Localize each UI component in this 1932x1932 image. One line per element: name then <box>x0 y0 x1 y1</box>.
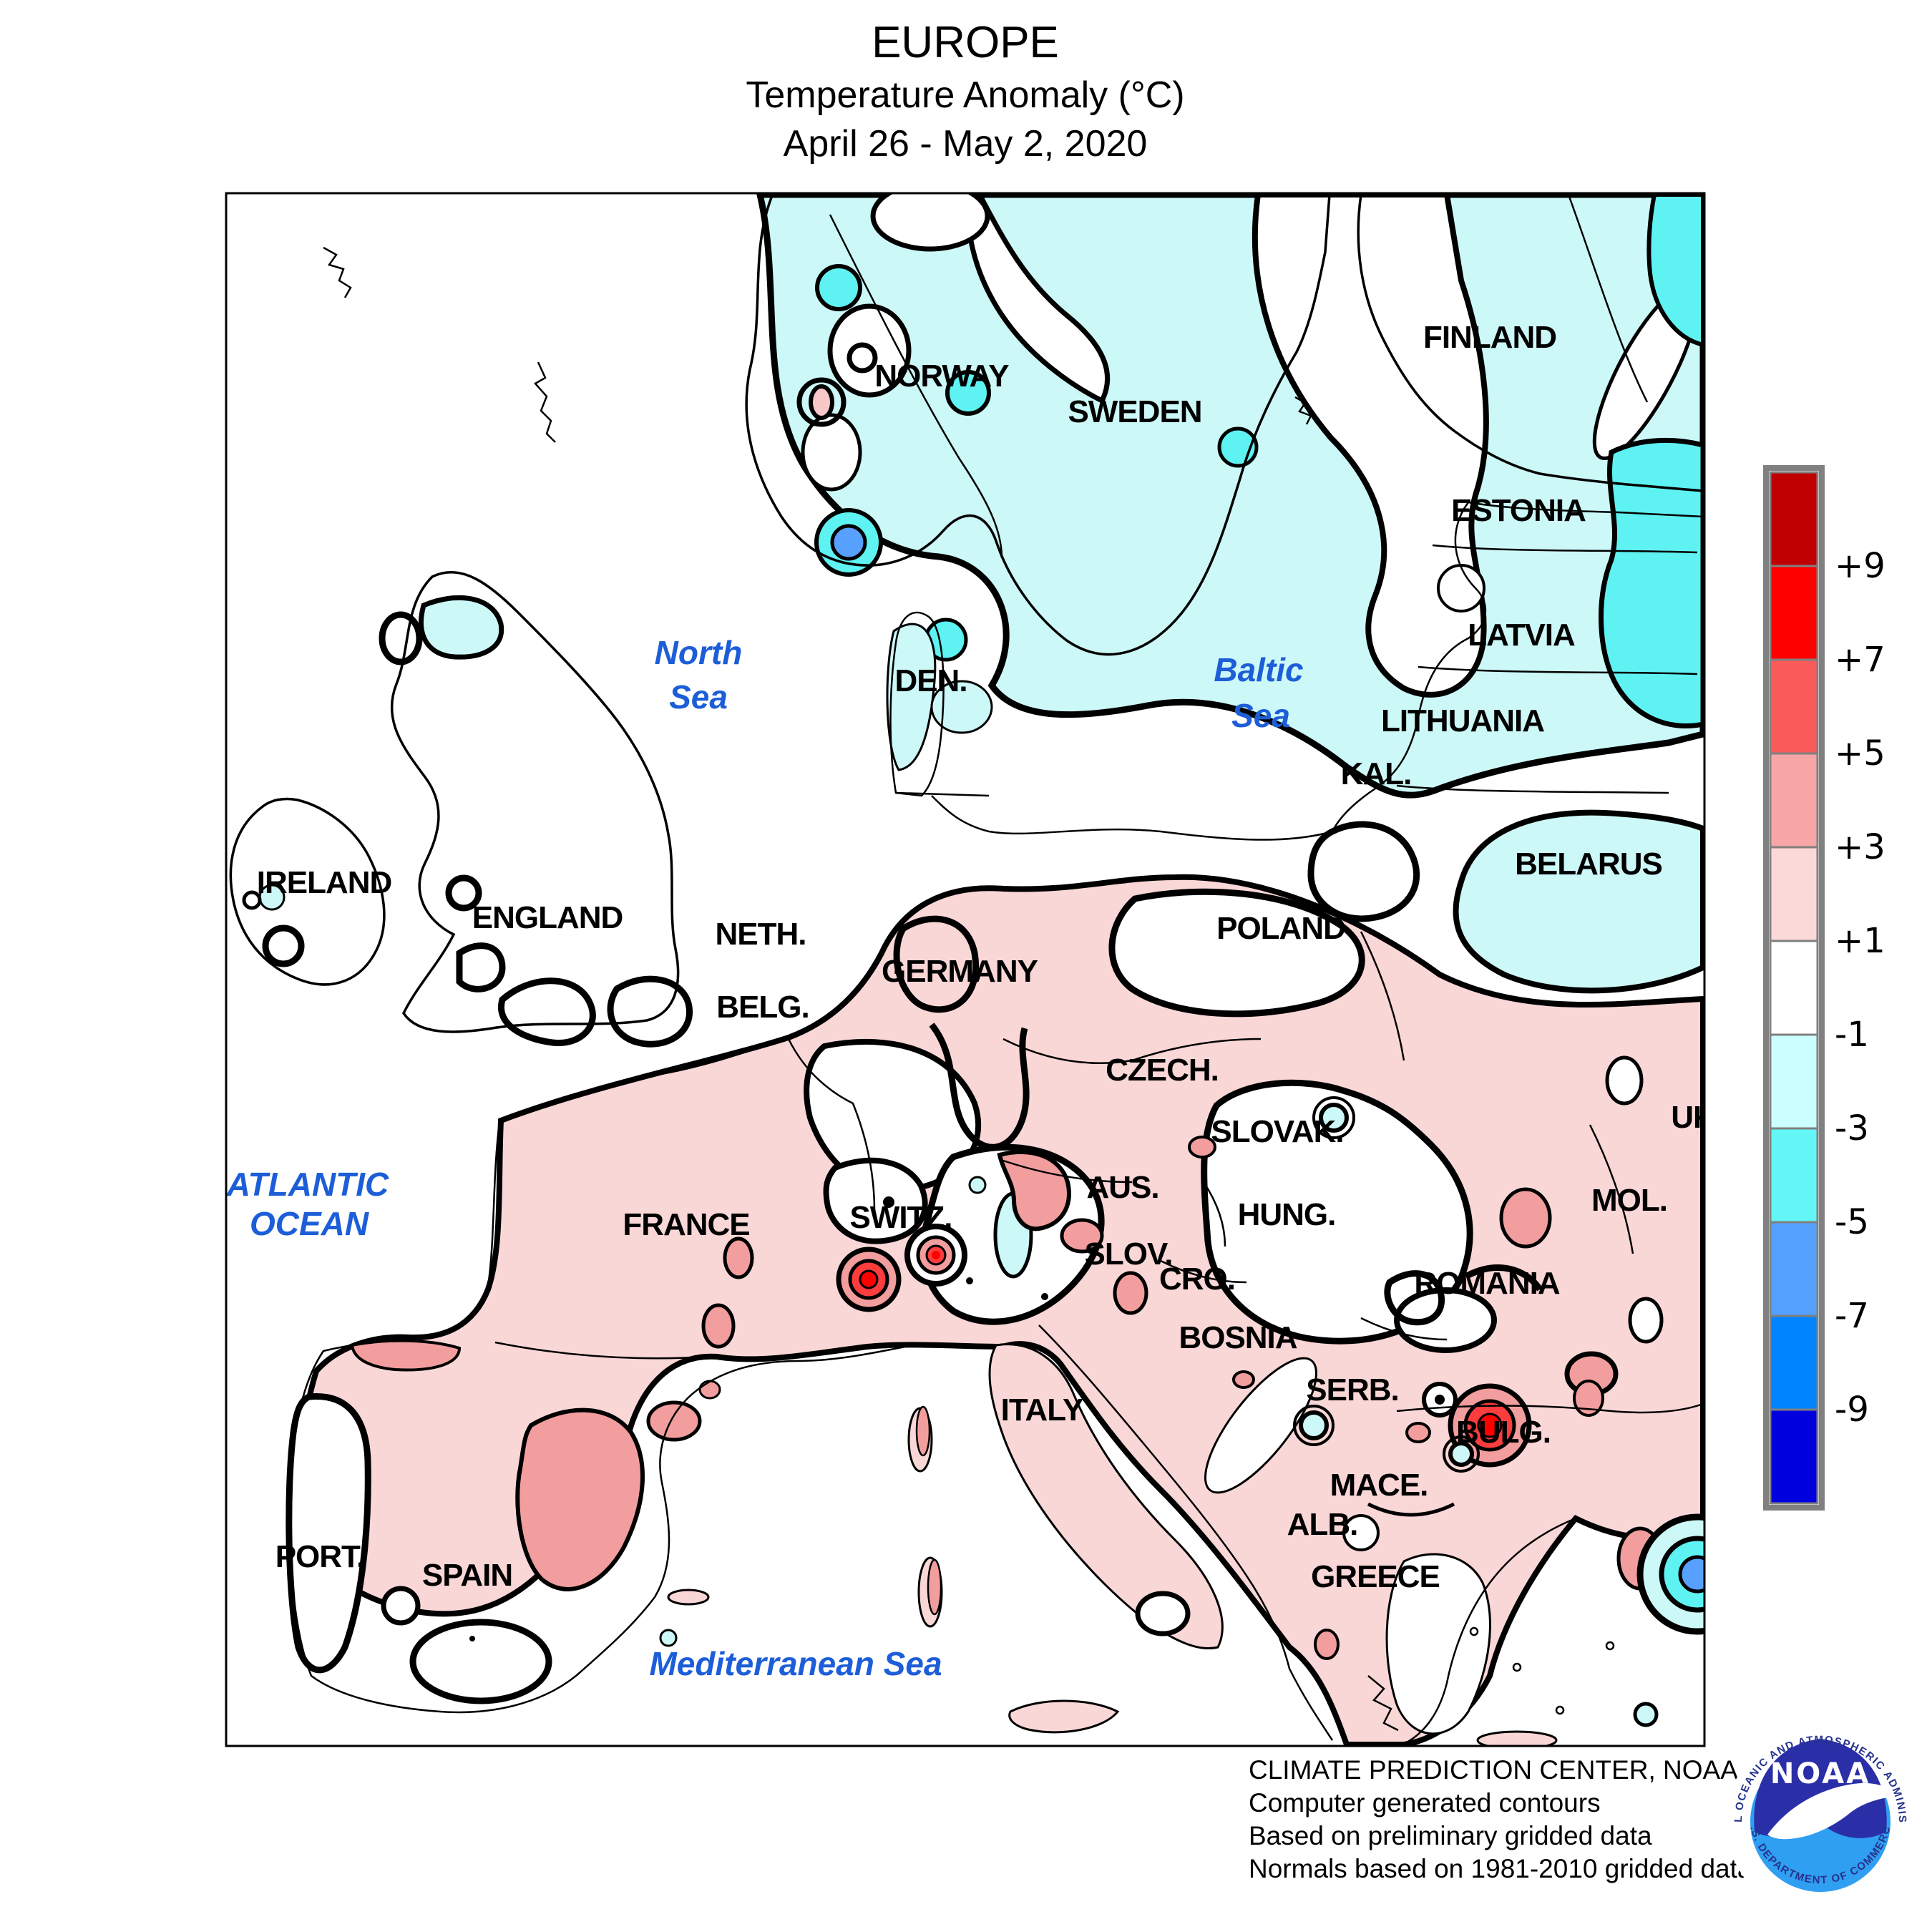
credit-line-2: Computer generated contours <box>1249 1788 1601 1818</box>
country-label-mol: MOL. <box>1591 1183 1667 1218</box>
map-date-range: April 26 - May 2, 2020 <box>784 123 1148 165</box>
legend-box-7 <box>1769 1127 1819 1224</box>
country-label-uk: UK <box>1671 1100 1716 1135</box>
country-label-england: ENGLAND <box>472 900 623 935</box>
seagull-wing-icon <box>1829 1792 1853 1810</box>
credits-block: CLIMATE PREDICTION CENTER, NOAAComputer … <box>1249 1755 1752 1883</box>
country-label-aus: AUS. <box>1086 1170 1158 1205</box>
country-label-romania: ROMANIA <box>1414 1266 1559 1301</box>
coastlines <box>229 194 1704 1745</box>
country-label-den: DEN. <box>894 663 967 698</box>
legend-box-0 <box>1769 471 1819 567</box>
country-label-kal: KAL. <box>1341 756 1412 791</box>
country-label-spain: SPAIN <box>422 1558 512 1593</box>
legend-box-3 <box>1769 752 1819 849</box>
map-canvas: NORWAY SWEDEN FINLAND ESTONIA LATVIA LITHUANI… <box>226 193 1716 1746</box>
country-label-germany: GERMANY <box>882 954 1038 989</box>
credit-line-3: Based on preliminary gridded data <box>1249 1821 1652 1850</box>
country-labels-layer: NORWAY SWEDEN FINLAND ESTONIA LATVIA LITHUANI… <box>257 320 1716 1594</box>
legend-box-4 <box>1769 846 1819 942</box>
country-label-sweden: SWEDEN <box>1068 394 1201 429</box>
credit-line-1: CLIMATE PREDICTION CENTER, NOAA <box>1249 1755 1738 1785</box>
country-label-cro: CRO. <box>1159 1262 1235 1297</box>
sea-label-mediterraneansea: Mediterranean Sea <box>649 1645 942 1682</box>
legend-box-10 <box>1769 1408 1819 1505</box>
neutral-holes <box>286 888 1664 1735</box>
legend-tick-plus3: +3 <box>1835 827 1885 867</box>
country-label-norway: NORWAY <box>874 358 1009 394</box>
legend-box-5 <box>1769 940 1819 1036</box>
map-title: EUROPE <box>872 18 1059 67</box>
legend-box-8 <box>1769 1221 1819 1317</box>
scotland-cold-patch <box>419 595 504 660</box>
country-label-estonia: ESTONIA <box>1451 493 1586 528</box>
legend-box-9 <box>1769 1314 1819 1411</box>
country-label-czech: CZECH. <box>1106 1053 1219 1088</box>
sea-label-atlantic: ATLANTIC <box>226 1166 389 1203</box>
legend-tick-minus3: -3 <box>1835 1108 1869 1148</box>
country-label-finland: FINLAND <box>1423 320 1556 355</box>
country-label-serb: SERB. <box>1306 1372 1398 1407</box>
legend-tick-plus7: +7 <box>1835 640 1885 680</box>
country-label-bulg: BULG. <box>1456 1415 1551 1450</box>
sea-label-baltic: Baltic <box>1214 651 1303 688</box>
country-label-alb: ALB. <box>1287 1507 1358 1542</box>
cold-anomaly-regions <box>258 193 1704 994</box>
country-label-bosnia: BOSNIA <box>1179 1320 1297 1355</box>
country-label-mace: MACE. <box>1330 1468 1428 1503</box>
country-label-hung: HUNG. <box>1238 1197 1336 1232</box>
title-block: EUROPE Temperature Anomaly (°C) April 26… <box>746 18 1184 165</box>
belarus-cold-patch <box>1453 809 1704 994</box>
sea-label-sea: Sea <box>1231 697 1290 734</box>
country-label-france: FRANCE <box>623 1207 749 1242</box>
legend-tick-plus9: +9 <box>1835 546 1885 586</box>
color-scale-legend: +9 +7 +5 +3 +1 -1 -3 -5 -7 -9 <box>1763 465 1885 1511</box>
country-label-latvia: LATVIA <box>1468 618 1575 653</box>
southern-cold-spots <box>659 1096 1704 1727</box>
country-label-belarus: BELARUS <box>1515 847 1662 882</box>
legend-box-1 <box>1769 565 1819 661</box>
noaa-logo-upper-crest <box>1754 1739 1887 1838</box>
sea-label-sea: Sea <box>669 678 728 716</box>
country-label-ireland: IRELAND <box>257 865 392 900</box>
legend-box-2 <box>1769 658 1819 755</box>
legend-frame <box>1763 465 1825 1511</box>
country-label-poland: POLAND <box>1216 911 1345 946</box>
country-label-greece: GREECE <box>1311 1559 1440 1594</box>
noaa-acronym: NOAA <box>1770 1757 1870 1790</box>
country-label-slov: SLOV. <box>1085 1236 1173 1272</box>
sea-label-north: North <box>655 634 743 671</box>
country-borders <box>494 194 1704 1414</box>
country-label-switz: SWITZ. <box>849 1200 952 1235</box>
country-label-italy: ITALY <box>1001 1392 1083 1428</box>
strong-warm-patches <box>350 377 1664 1660</box>
portugal-neutral-hole <box>286 1392 371 1674</box>
legend-tick-plus1: +1 <box>1835 921 1885 961</box>
italy-warm-region <box>988 1343 1224 1649</box>
legend-tick-minus7: -7 <box>1835 1296 1869 1336</box>
legend-tick-minus9: -9 <box>1835 1390 1869 1430</box>
country-label-slovak: SLOVAK. <box>1211 1114 1343 1149</box>
country-label-belg: BELG. <box>716 990 809 1025</box>
map-subtitle: Temperature Anomaly (°C) <box>746 74 1184 116</box>
zero-contours <box>242 611 1543 1517</box>
country-label-lithuania: LITHUANIA <box>1381 703 1544 738</box>
country-label-neth: NETH. <box>716 917 806 952</box>
map-frame <box>225 192 1706 1747</box>
country-label-port: PORT. <box>275 1539 365 1574</box>
credit-line-4: Normals based on 1981-2010 gridded data <box>1249 1854 1752 1883</box>
legend-tick-minus5: -5 <box>1835 1202 1869 1242</box>
sea-label-ocean: OCEAN <box>250 1205 369 1242</box>
legend-box-6 <box>1769 1033 1819 1130</box>
legend-tick-plus5: +5 <box>1835 733 1885 774</box>
seagull-icon <box>1767 1782 1896 1840</box>
legend-tick-minus1: -1 <box>1835 1015 1869 1055</box>
